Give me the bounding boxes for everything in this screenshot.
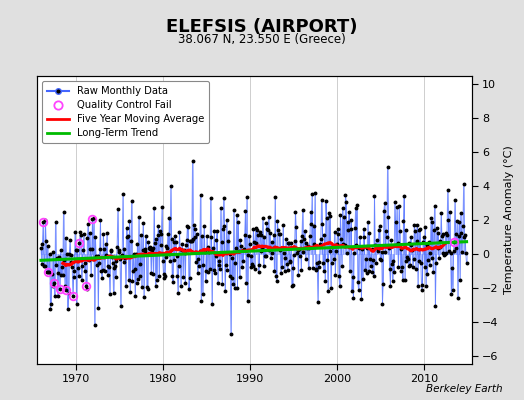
- Text: ELEFSIS (AIRPORT): ELEFSIS (AIRPORT): [166, 18, 358, 36]
- Y-axis label: Temperature Anomaly (°C): Temperature Anomaly (°C): [504, 146, 514, 294]
- Text: 38.067 N, 23.550 E (Greece): 38.067 N, 23.550 E (Greece): [178, 33, 346, 46]
- Text: Berkeley Earth: Berkeley Earth: [427, 384, 503, 394]
- Legend: Raw Monthly Data, Quality Control Fail, Five Year Moving Average, Long-Term Tren: Raw Monthly Data, Quality Control Fail, …: [42, 81, 209, 143]
